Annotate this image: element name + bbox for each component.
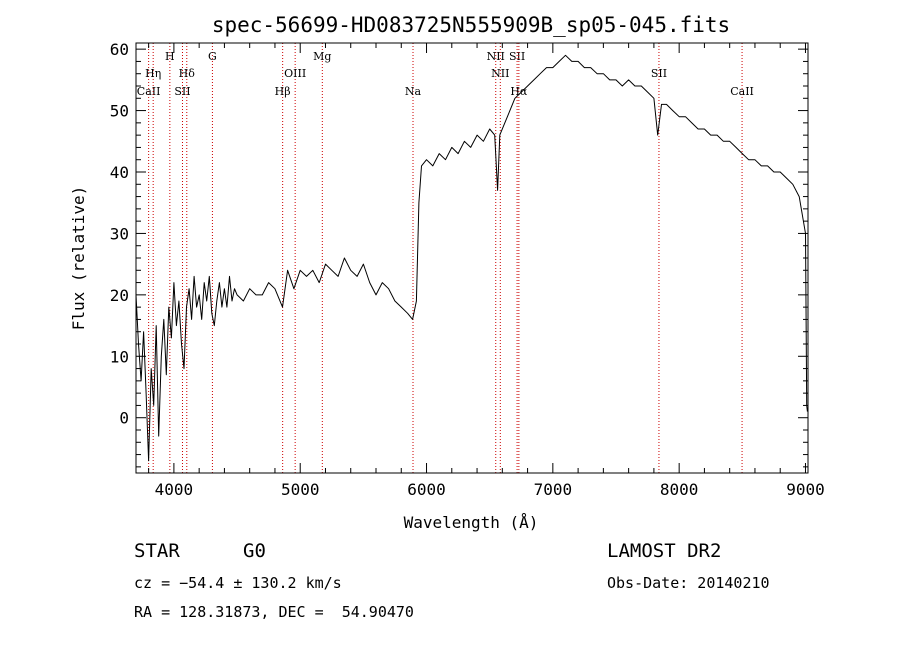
- line-marker-label-9: Na: [405, 85, 422, 98]
- redshift-cz: cz = −54.4 ± 130.2 km/s: [134, 574, 342, 592]
- y-tick-label-3: 30: [110, 224, 129, 243]
- line-marker-label-6: Hβ: [275, 85, 291, 98]
- line-markers: CaIIHηHSIIHδGHβOIIIMgNaNIINIISIIHαSIICaI…: [137, 43, 754, 473]
- object-subclass: G0: [243, 540, 266, 562]
- y-tick-label-1: 10: [110, 347, 129, 366]
- x-tick-label-3: 7000: [534, 480, 573, 499]
- x-tick-label-4: 8000: [660, 480, 699, 499]
- line-marker-label-14: SII: [651, 67, 667, 80]
- y-axis-label: Flux (relative): [69, 186, 88, 331]
- x-tick-label-1: 5000: [281, 480, 320, 499]
- coordinates: RA = 128.31873, DEC = 54.90470: [134, 603, 414, 621]
- line-marker-label-4: Hδ: [179, 67, 196, 80]
- axis-ticks: 4000 5000 6000 7000 8000 9000 0 10 20 30 40 50 60: [110, 40, 825, 499]
- spectrum-series: [135, 54, 808, 462]
- object-class: STAR: [134, 540, 180, 562]
- y-tick-label-4: 40: [110, 163, 129, 182]
- line-marker-label-3: SII: [174, 85, 190, 98]
- line-marker-label-7: OIII: [284, 67, 306, 80]
- y-tick-label-6: 60: [110, 40, 129, 59]
- line-marker-label-13: Hα: [510, 85, 528, 98]
- y-tick-label-2: 20: [110, 286, 129, 305]
- x-axis-label: Wavelength (Å): [404, 513, 539, 532]
- plot-frame: [135, 42, 809, 474]
- line-marker-label-8: Mg: [313, 50, 331, 63]
- line-marker-label-0: CaII: [137, 85, 161, 98]
- line-marker-label-10: NII: [487, 50, 505, 63]
- line-marker-label-12: SII: [509, 50, 525, 63]
- y-tick-label-5: 50: [110, 102, 129, 121]
- spectrum-line-0: [135, 54, 808, 462]
- line-marker-label-15: CaII: [730, 85, 754, 98]
- y-tick-label-0: 0: [119, 409, 129, 428]
- x-tick-label-2: 6000: [407, 480, 446, 499]
- observation-date: Obs-Date: 20140210: [607, 574, 770, 592]
- line-marker-label-2: H: [165, 50, 175, 63]
- x-tick-label-0: 4000: [155, 480, 194, 499]
- x-tick-label-5: 9000: [786, 480, 825, 499]
- line-marker-label-1: Hη: [145, 67, 161, 80]
- chart-title: spec-56699-HD083725N555909B_sp05-045.fit…: [212, 13, 730, 37]
- line-marker-label-5: G: [208, 50, 217, 63]
- survey-name: LAMOST DR2: [607, 540, 722, 562]
- line-marker-label-11: NII: [491, 67, 509, 80]
